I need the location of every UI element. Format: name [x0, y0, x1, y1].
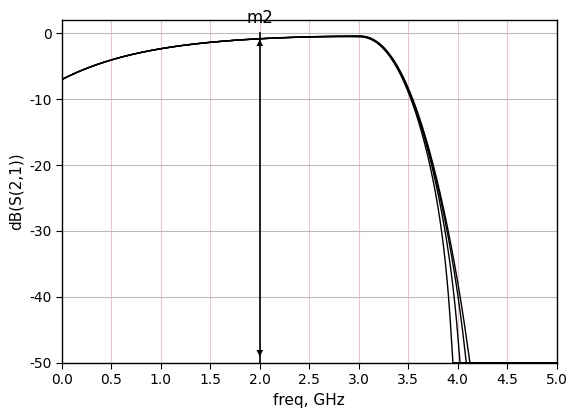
X-axis label: freq, GHz: freq, GHz [274, 393, 345, 408]
Y-axis label: dB(S(2,1)): dB(S(2,1)) [8, 153, 24, 230]
Text: m2: m2 [247, 9, 273, 27]
